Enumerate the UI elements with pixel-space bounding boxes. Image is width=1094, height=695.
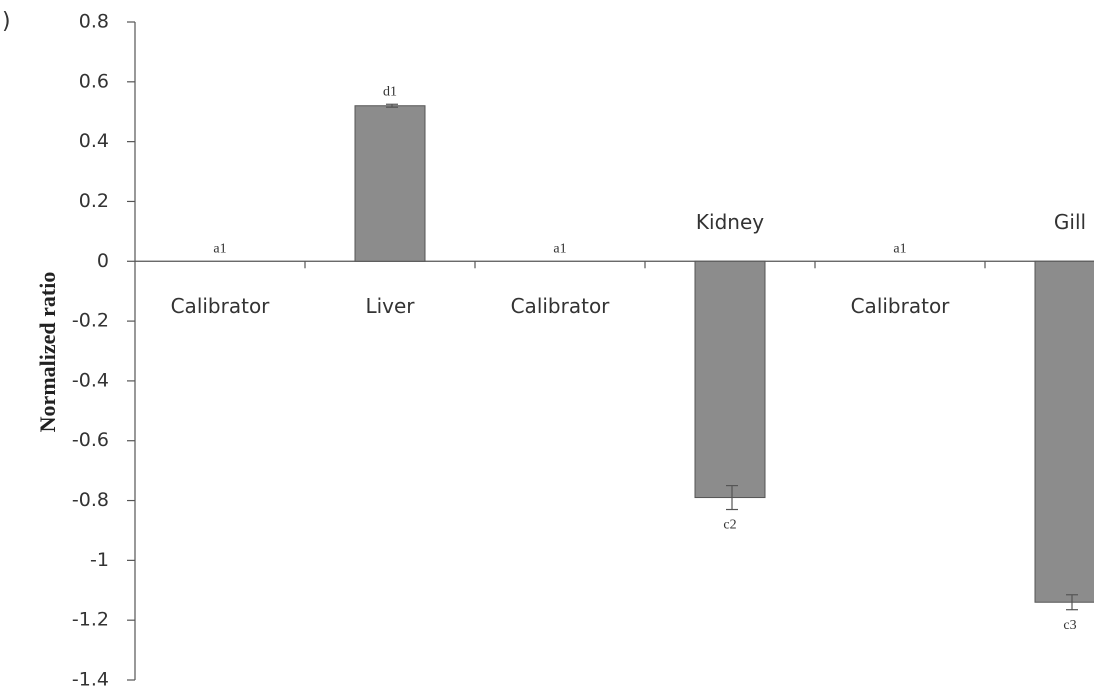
x-tick-label: Calibrator: [851, 294, 951, 318]
annotation: a1: [213, 241, 226, 256]
y-tick-label: 0.8: [79, 11, 109, 33]
x-tick-label: Gill: [1054, 210, 1086, 234]
panel-label: ): [2, 9, 11, 34]
x-tick-label: Calibrator: [511, 294, 611, 318]
y-tick-label: -0.4: [72, 369, 109, 391]
y-tick-label: 0.4: [79, 130, 109, 152]
annotation: a1: [893, 241, 906, 256]
y-tick-label: 0.6: [79, 70, 109, 92]
y-tick-label: 0.2: [79, 190, 109, 212]
bar: [1034, 260, 1094, 603]
x-tick-label: Kidney: [696, 210, 764, 234]
annotation: d1: [383, 84, 397, 99]
annotation: c2: [723, 518, 736, 533]
y-tick-label: -1.2: [72, 609, 109, 631]
x-tick-label: Calibrator: [171, 294, 271, 318]
y-tick-label: -1.4: [72, 669, 109, 691]
y-tick-label: 0: [97, 250, 109, 272]
y-tick-label: -0.2: [72, 310, 109, 332]
y-tick-label: -0.6: [72, 429, 109, 451]
y-tick-label: -0.8: [72, 489, 109, 511]
x-tick-label: Liver: [365, 294, 415, 318]
y-tick-label: -1: [90, 549, 109, 571]
y-axis-label: Normalized ratio: [35, 272, 60, 433]
bar: [694, 260, 766, 499]
bar: [354, 105, 426, 262]
annotation: c3: [1063, 618, 1076, 633]
annotation: a1: [553, 241, 566, 256]
